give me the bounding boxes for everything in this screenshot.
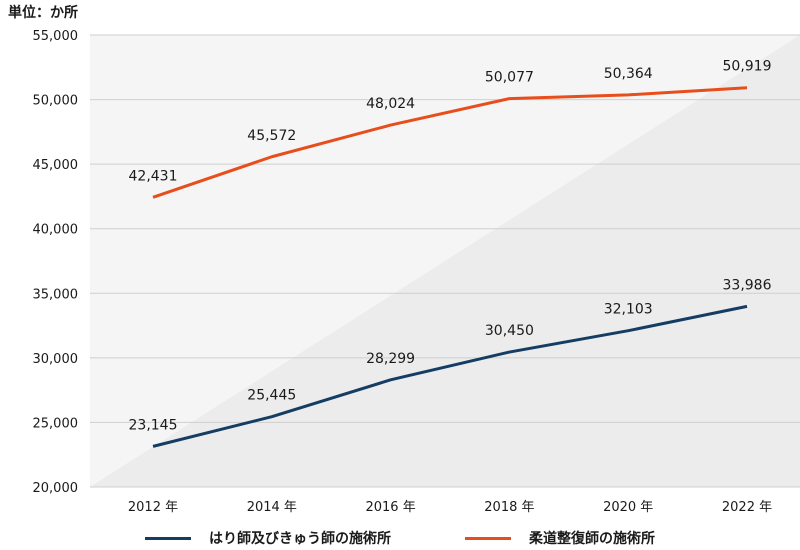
data-label-series-1: 25,445 — [247, 388, 296, 404]
data-label-series-2: 50,364 — [604, 66, 653, 82]
y-tick-label: 40,000 — [33, 223, 79, 238]
legend-label-series-1: はり師及びきゅう師の施術所 — [209, 531, 391, 547]
y-tick-label: 30,000 — [33, 352, 79, 367]
y-tick-label: 20,000 — [33, 481, 79, 496]
data-label-series-2: 50,077 — [485, 70, 534, 86]
data-label-series-2: 45,572 — [247, 128, 296, 144]
legend-swatch-series-1 — [145, 536, 191, 540]
data-label-series-1: 32,103 — [604, 302, 653, 318]
y-tick-label: 25,000 — [33, 416, 79, 431]
legend: はり師及びきゅう師の施術所 柔道整復師の施術所 — [0, 528, 800, 548]
x-tick-label: 2018 年 — [484, 500, 534, 515]
x-axis-tick-labels: 2012 年 2014 年 2016 年 2018 年 2020 年 2022 年 — [128, 500, 772, 515]
series-lines — [152, 86, 748, 448]
data-labels: 23,145 25,445 28,299 30,450 32,103 33,986 42,4… — [129, 59, 772, 434]
plot-diagonal-shade — [90, 35, 800, 487]
series-line-1 — [152, 304, 748, 448]
x-tick-label: 2020 年 — [603, 500, 653, 515]
data-label-series-1: 33,986 — [723, 277, 772, 293]
data-label-series-1: 28,299 — [366, 351, 415, 367]
legend-label-series-2: 柔道整復師の施術所 — [529, 531, 655, 547]
legend-item-series-1: はり師及びきゅう師の施術所 — [145, 528, 391, 548]
data-label-series-2: 50,919 — [723, 59, 772, 75]
unit-label: 単位：か所 — [8, 5, 78, 21]
legend-swatch-series-2 — [465, 536, 511, 540]
x-tick-label: 2016 年 — [365, 500, 415, 515]
data-label-series-2: 48,024 — [366, 96, 415, 112]
y-tick-label: 55,000 — [33, 29, 79, 44]
legend-item-series-2: 柔道整復師の施術所 — [465, 528, 655, 548]
y-tick-label: 45,000 — [33, 158, 79, 173]
x-tick-label: 2014 年 — [247, 500, 297, 515]
x-tick-label: 2022 年 — [722, 500, 772, 515]
y-tick-label: 50,000 — [33, 94, 79, 109]
data-label-series-1: 23,145 — [129, 417, 178, 433]
y-axis-tick-labels: 20,000 25,000 30,000 35,000 40,000 45,000 50,0… — [33, 29, 79, 496]
y-tick-label: 35,000 — [33, 287, 79, 302]
data-label-series-1: 30,450 — [485, 323, 534, 339]
grid-lines — [90, 34, 800, 488]
x-tick-label: 2012 年 — [128, 500, 178, 515]
series-line-2 — [152, 86, 748, 199]
data-label-series-2: 42,431 — [129, 168, 178, 184]
